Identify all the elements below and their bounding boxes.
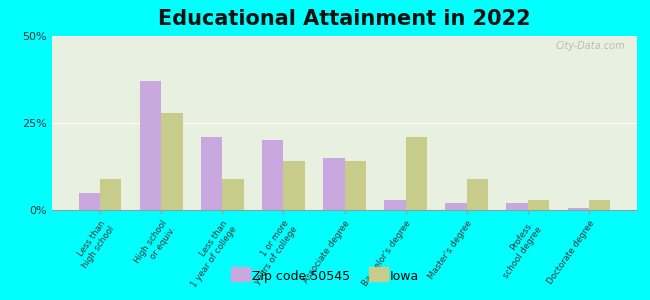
Text: City-Data.com: City-Data.com bbox=[556, 41, 625, 51]
Bar bbox=[506, 203, 528, 210]
Legend: Zip code 50545, Iowa: Zip code 50545, Iowa bbox=[226, 265, 424, 288]
Title: Educational Attainment in 2022: Educational Attainment in 2022 bbox=[158, 9, 531, 29]
Bar bbox=[222, 179, 244, 210]
Bar bbox=[567, 208, 589, 210]
Bar bbox=[283, 161, 305, 210]
Bar bbox=[201, 137, 222, 210]
Bar bbox=[445, 203, 467, 210]
Bar bbox=[384, 200, 406, 210]
Bar bbox=[140, 81, 161, 210]
Bar bbox=[323, 158, 345, 210]
Bar bbox=[344, 161, 366, 210]
Bar bbox=[262, 140, 283, 210]
Bar bbox=[589, 200, 610, 210]
Bar bbox=[161, 112, 183, 210]
Bar bbox=[79, 193, 100, 210]
Bar bbox=[406, 137, 427, 210]
Bar bbox=[100, 179, 122, 210]
Bar bbox=[528, 200, 549, 210]
Bar bbox=[467, 179, 488, 210]
